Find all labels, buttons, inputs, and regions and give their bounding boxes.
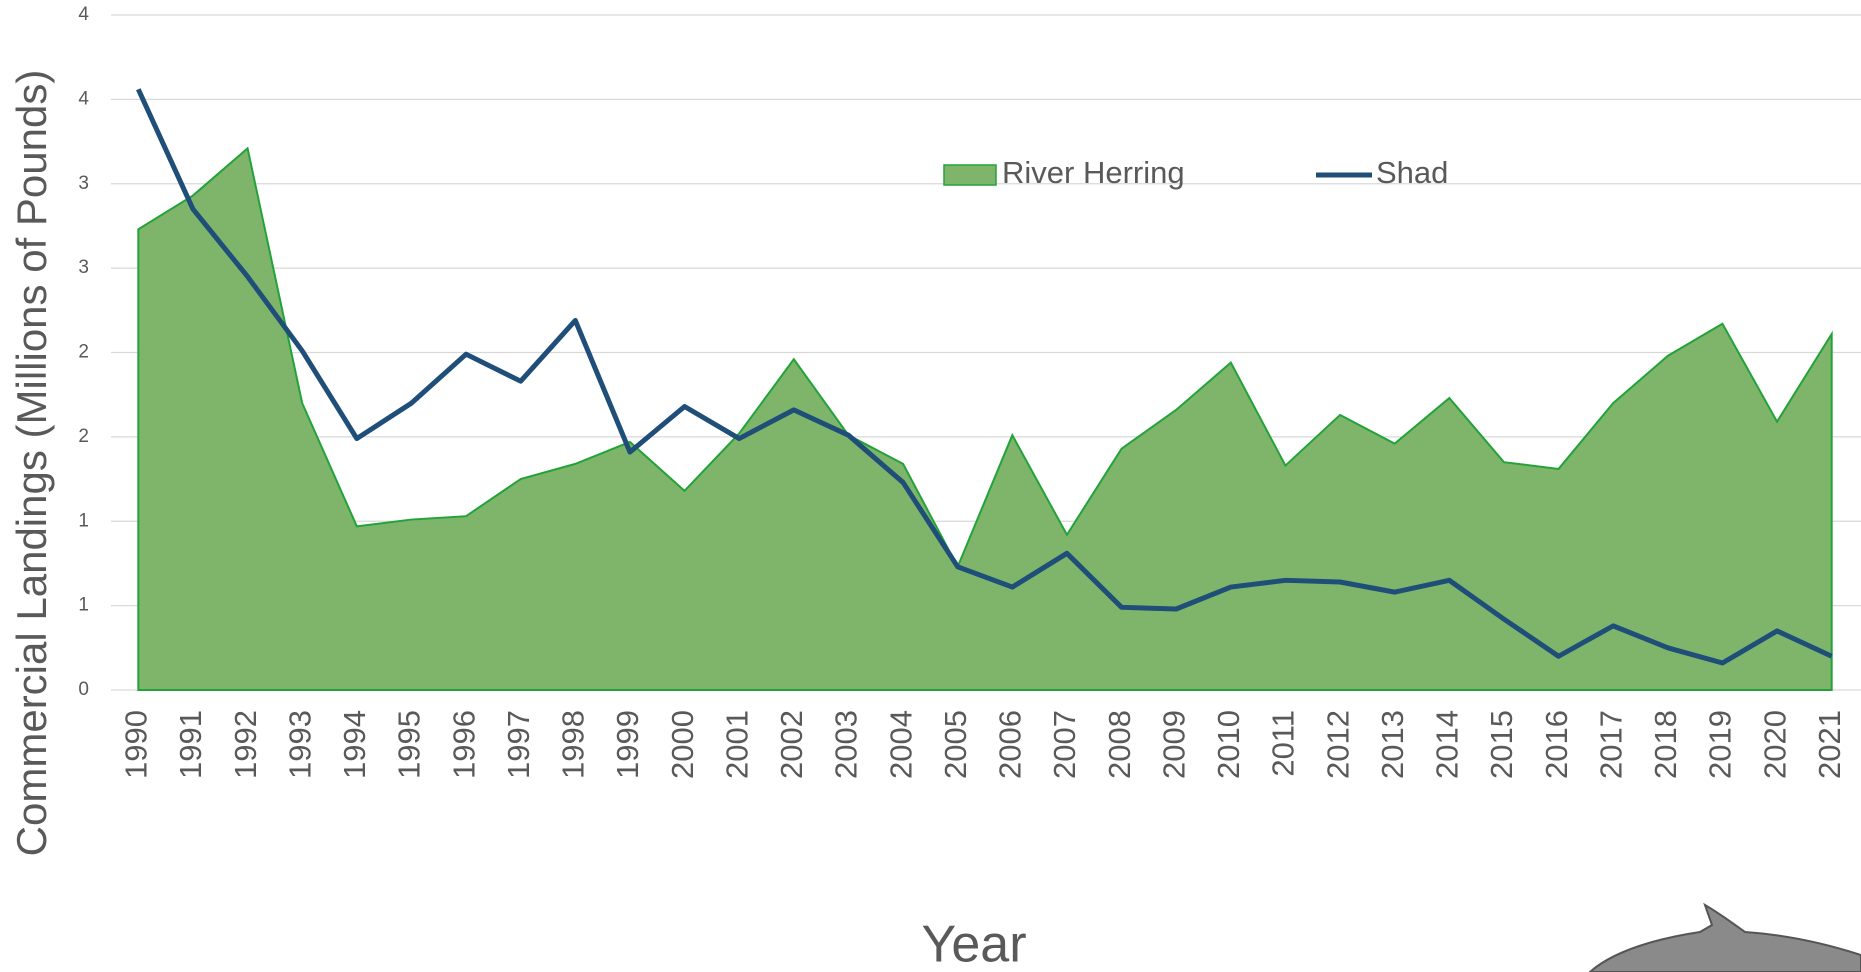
x-tick-label: 2011 <box>1266 710 1301 777</box>
y-tick-label: 3 <box>78 257 89 278</box>
x-tick-label: 2002 <box>774 710 809 779</box>
fish-illustration <box>1590 905 1861 972</box>
y-tick-label: 0 <box>78 679 89 700</box>
x-tick-label: 2015 <box>1484 710 1519 779</box>
x-tick-label: 2008 <box>1102 710 1137 779</box>
x-axis-title: Year <box>921 916 1026 972</box>
x-tick-label: 1994 <box>337 710 372 779</box>
x-tick-label: 2004 <box>883 710 918 779</box>
x-tick-label: 2006 <box>993 710 1028 779</box>
legend-label: Shad <box>1376 155 1448 190</box>
x-tick-label: 2018 <box>1648 710 1683 779</box>
x-tick-label: 1996 <box>446 710 481 779</box>
y-tick-label: 3 <box>78 173 89 194</box>
x-tick-label: 2007 <box>1047 710 1082 779</box>
y-tick-label: 4 <box>78 88 89 109</box>
x-tick-label: 2003 <box>829 710 864 779</box>
x-tick-label: 2014 <box>1430 710 1465 779</box>
x-tick-label: 2020 <box>1757 710 1792 779</box>
x-tick-label: 2000 <box>665 710 700 779</box>
x-tick-label: 2013 <box>1375 710 1410 779</box>
y-axis-title: Commercial Landings (Millions of Pounds) <box>8 70 55 857</box>
x-tick-label: 1991 <box>173 710 208 779</box>
x-tick-label: 1995 <box>392 710 427 779</box>
x-tick-label: 1998 <box>556 710 591 779</box>
x-tick-label: 1993 <box>282 710 317 779</box>
legend-label: River Herring <box>1002 155 1185 190</box>
y-tick-label: 2 <box>78 342 89 363</box>
x-tick-label: 2017 <box>1593 710 1628 779</box>
x-tick-label: 1992 <box>228 710 263 779</box>
x-tick-label: 2021 <box>1812 710 1847 779</box>
x-tick-label: 2012 <box>1320 710 1355 779</box>
x-tick-label: 1999 <box>610 710 645 779</box>
x-tick-label: 2010 <box>1211 710 1246 779</box>
x-tick-label: 2001 <box>719 710 754 779</box>
page: {"chart_data": {"type": "area", "x_label… <box>0 0 1861 972</box>
chart: Commercial Landings (Millions of Pounds)… <box>0 0 1861 972</box>
x-tick-label: 1997 <box>501 710 536 779</box>
x-tick-label: 2016 <box>1539 710 1574 779</box>
y-tick-label: 2 <box>78 426 89 447</box>
x-tick-label: 2009 <box>1156 710 1191 779</box>
x-tick-label: 1990 <box>119 710 154 779</box>
legend-swatch <box>944 165 996 185</box>
y-tick-label: 1 <box>78 510 89 531</box>
area <box>138 148 1831 690</box>
x-tick-label: 2019 <box>1703 710 1738 779</box>
x-tick-label: 2005 <box>938 710 973 779</box>
y-tick-label: 1 <box>78 595 89 616</box>
y-tick-label: 4 <box>78 4 89 25</box>
